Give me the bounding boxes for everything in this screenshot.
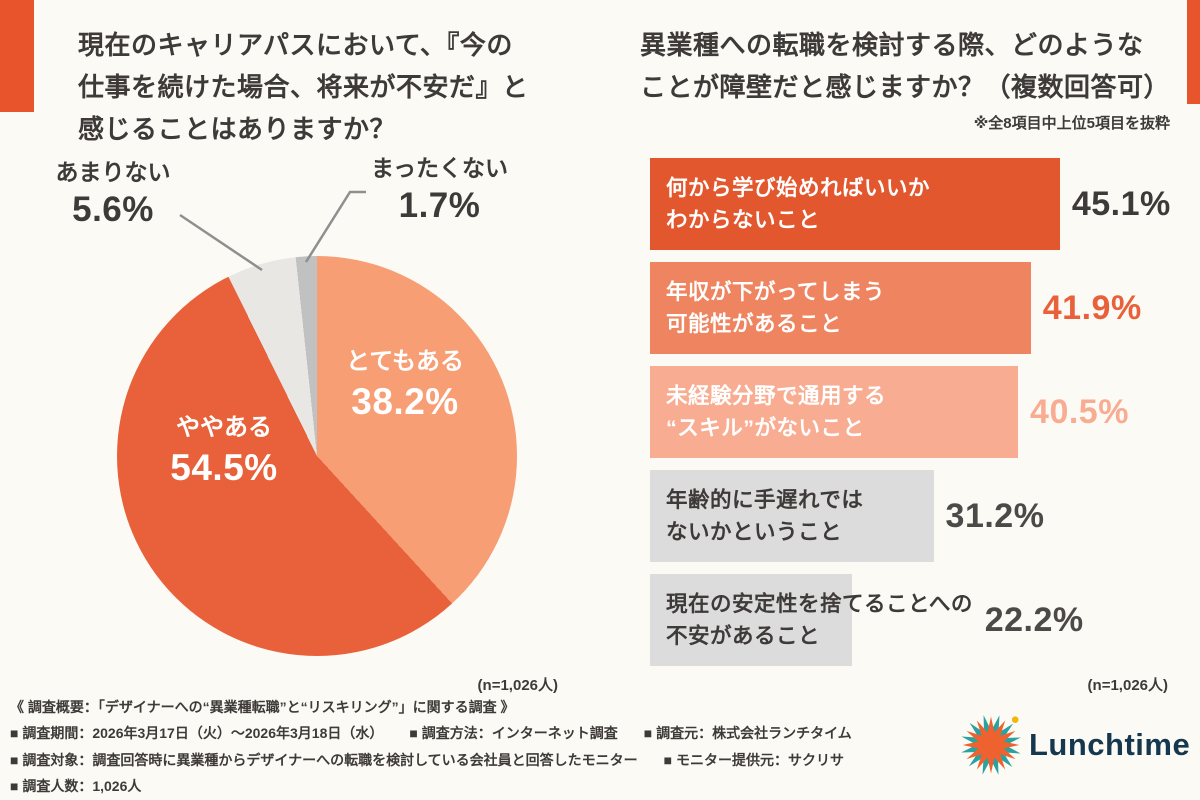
survey-overview: 《 調査概要：「デザイナーへの“異業種転職”と“リスキリング”」に関する調査 》 [10, 699, 515, 715]
bar-label: 現在の安定性を捨てることへの 不安があること [666, 591, 973, 648]
footer-row: ■ 調査期間：2026年3月17日（火）〜2026年3月18日（水） ■ 調査方法… [10, 720, 878, 746]
pie-chart-title: 現在のキャリアパスにおいて、『今の 仕事を続けた場合、将来が不安だ』と 感じるこ… [78, 30, 529, 145]
bar-value-label: 41.9% [1042, 288, 1142, 327]
footer-item-count: ■ 調査人数：1,026人 [10, 777, 142, 794]
footer-item-monitor: ■ モニター提供元：サクリサ [663, 751, 845, 768]
bar-row: 未経験分野で通用する “スキル”がないこと 40.5% [650, 366, 1168, 458]
starburst-icon [961, 715, 1021, 775]
pie-slice-value: 54.5% [170, 446, 278, 488]
pie-slice-value: 38.2% [351, 380, 459, 422]
footer-item-source: ■ 調査元：株式会社ランチタイム [643, 725, 852, 742]
bar-row: 何から学び始めればいいか わからないこと 45.1% [650, 158, 1171, 250]
footer-item-method: ■ 調査方法：インターネット調査 [409, 725, 618, 742]
pie-slice-label: まったくない [370, 155, 509, 181]
bar-value-label: 40.5% [1030, 392, 1129, 431]
pie-label-yayaaru: ややある 54.5% [129, 414, 319, 489]
bar-value-label: 22.2% [984, 600, 1084, 639]
bar-value-label: 31.2% [945, 496, 1045, 535]
pie-label-totemoaru: とてもある 38.2% [313, 348, 497, 423]
bar-value-label: 45.1% [1071, 184, 1171, 223]
corner-accent-top-right [1187, 0, 1200, 104]
bar-row: 年齢的に手遅れでは ないかということ 31.2% [650, 470, 1168, 562]
bar-row: 年収が下がってしまう 可能性があること 41.9% [650, 262, 1168, 354]
pie-sample-size: (n=1,026人) [477, 677, 558, 694]
bar-label: 何から学び始めればいいか わからないこと [666, 175, 931, 232]
footer-row: ■ 調査対象：調査回答時に異業種からデザイナーへの転職を検討している会社員と回答… [10, 747, 878, 773]
bar: 現在の安定性を捨てることへの 不安があること [650, 574, 972, 666]
footer-row: ■ 調査人数：1,026人 [10, 773, 878, 799]
footer-item-target: ■ 調査対象：調査回答時に異業種からデザイナーへの転職を検討している会社員と回答… [10, 751, 638, 768]
pie-slice-value: 5.6% [72, 190, 154, 230]
pie-label-mattakunai: まったくない 1.7% [352, 155, 527, 226]
lunchtime-logo: Lunchtime [958, 712, 1190, 778]
bar-chart-note: ※全8項目中上位5項目を抜粋 [973, 115, 1170, 132]
bar: 年齢的に手遅れでは ないかということ [650, 470, 934, 562]
bar: 何から学び始めればいいか わからないこと [650, 158, 1060, 250]
survey-footer: 《 調査概要：「デザイナーへの“異業種転職”と“リスキリング”」に関する調査 》… [10, 694, 878, 799]
bar: 未経験分野で通用する “スキル”がないこと [650, 366, 1019, 458]
pie-chart: とてもある 38.2% ややある 54.5% [117, 256, 517, 656]
bar: 年収が下がってしまう 可能性があること [650, 262, 1031, 354]
corner-accent-top-left [0, 0, 34, 112]
bar-chart: 何から学び始めればいいか わからないこと 45.1% 年収が下がってしまう 可能… [650, 158, 1171, 678]
bar-chart-title: 異業種への転職を検討する際、どのような ことが障壁だと感じますか？（複数回答可） [640, 30, 1171, 103]
pie-slice-label: とてもある [345, 348, 465, 375]
pie-label-amarinai: あまりない 5.6% [28, 159, 198, 230]
bar-label: 年収が下がってしまう 可能性があること [666, 279, 885, 336]
footer-item-period: ■ 調査期間：2026年3月17日（火）〜2026年3月18日（水） [10, 725, 384, 742]
pie-slice-label: ややある [176, 414, 272, 441]
pie-slice-value: 1.7% [398, 186, 481, 226]
bar-sample-size: (n=1,026人) [1087, 677, 1168, 694]
bar-label: 年齢的に手遅れでは ないかということ [666, 487, 864, 544]
bar-row: 現在の安定性を捨てることへの 不安があること 22.2% [650, 574, 1168, 666]
pie-circle [117, 256, 517, 656]
logo-wordmark: Lunchtime [1029, 727, 1191, 762]
bar-label: 未経験分野で通用する “スキル”がないこと [666, 383, 887, 440]
pie-slice-label: あまりない [55, 159, 171, 185]
